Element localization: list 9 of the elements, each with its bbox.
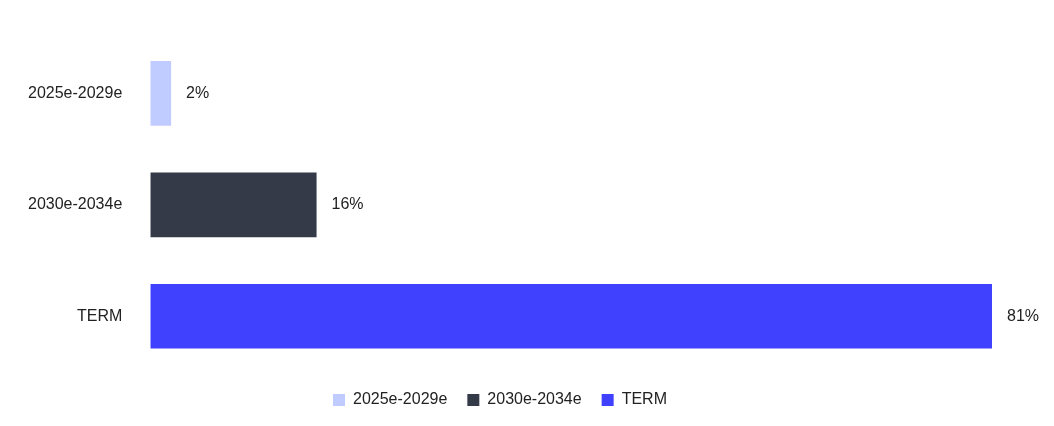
y-tick-label: 2030e-2034e [28,195,123,213]
data-label: 81% [1007,306,1040,324]
legend-label: 2025e-2029e [353,390,448,408]
legend-label: TERM [621,390,667,408]
y-tick-label: 2025e-2029e [28,83,123,101]
legend-label: 2030e-2034e [487,390,582,408]
data-label: 2% [186,83,210,101]
data-label: 16% [331,195,364,213]
y-tick-label: TERM [76,306,123,324]
